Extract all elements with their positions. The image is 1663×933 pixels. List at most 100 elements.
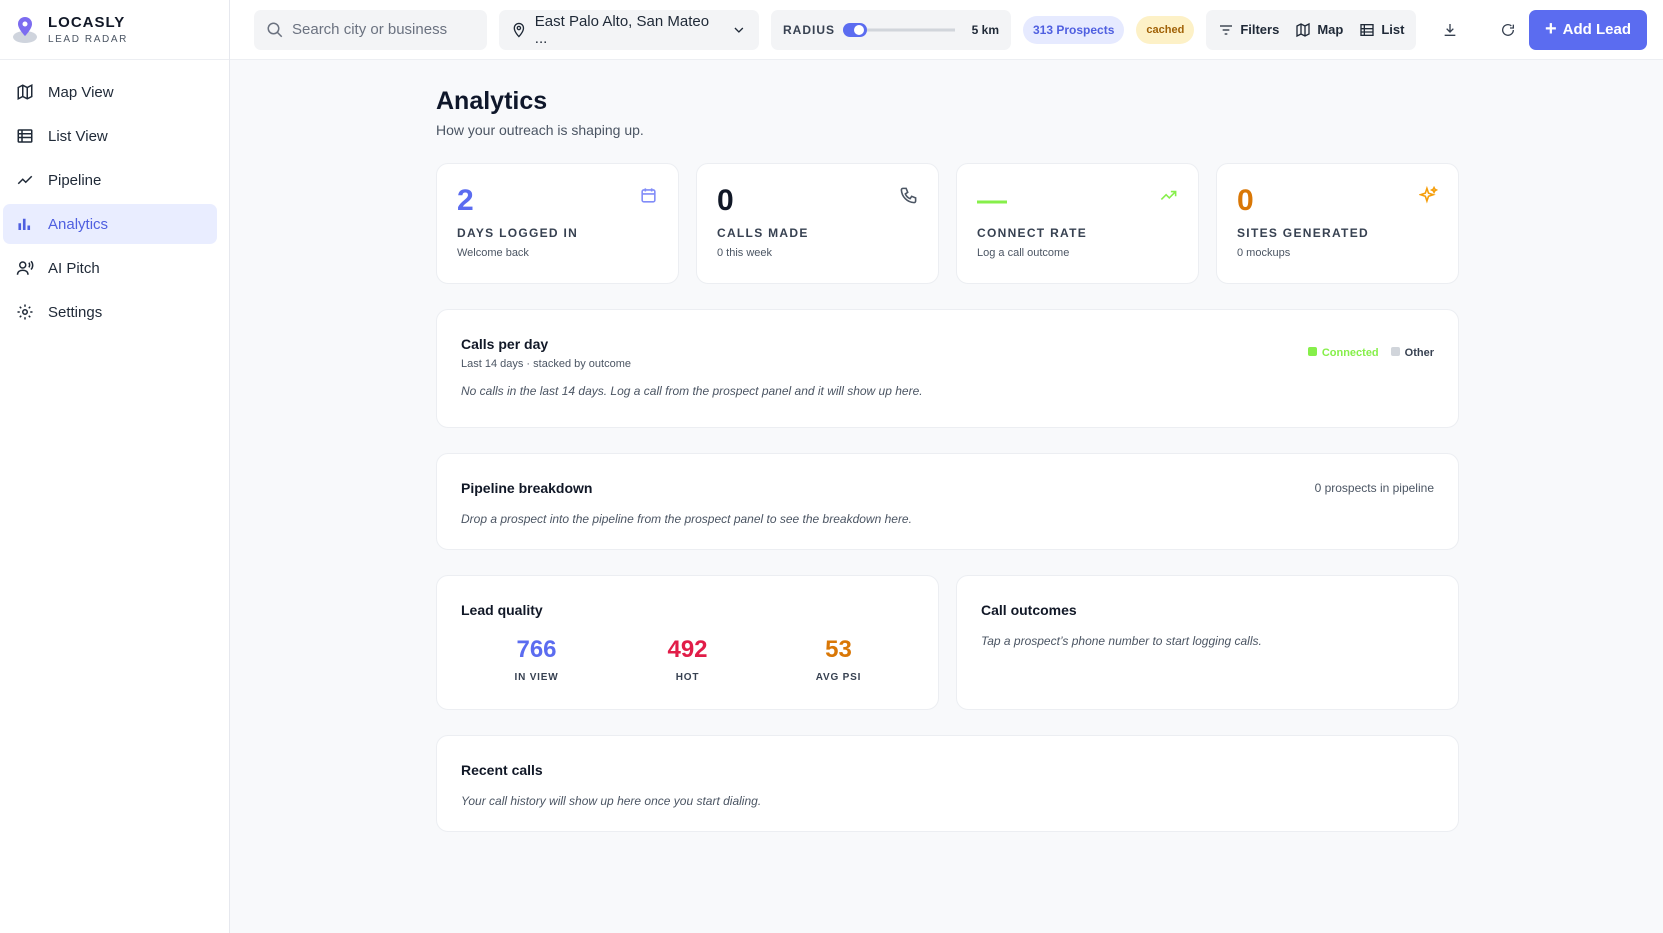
metrics: 766 IN VIEW 492 HOT 53 AVG PSI — [461, 636, 914, 683]
card-title: Call outcomes — [981, 602, 1077, 618]
icon — [1160, 190, 1177, 201]
logo — [13, 16, 37, 43]
legend-swatch — [1307, 347, 1317, 356]
location-select[interactable]: East Palo Alto, San Mateo ... — [499, 9, 759, 50]
card-subtitle: Last 14 days · stacked by outcome — [461, 358, 631, 370]
stat-card: — CONNECT RATE Log a call outcome — [956, 163, 1199, 284]
row: Lead quality 766 IN VIEW 492 HOT 53 AVG PSI… — [436, 575, 1459, 710]
prospects-badge: 313 Prospects — [1023, 15, 1125, 44]
plus-icon: + — [1544, 18, 1557, 40]
icon — [1220, 24, 1233, 35]
metric-label: IN VIEW — [514, 672, 559, 683]
icon — [267, 22, 283, 37]
list-button[interactable]: List — [1381, 22, 1405, 37]
brand-name: LOCASLY — [48, 14, 126, 31]
stat-label: DAYS LOGGED IN — [457, 226, 579, 240]
metric-value: 492 — [667, 636, 708, 663]
metric-value: 53 — [825, 636, 852, 663]
icon — [17, 304, 33, 320]
stat-note: Log a call outcome — [977, 247, 1070, 259]
stat-note: 0 this week — [717, 247, 773, 259]
lead-quality-card: Lead quality 766 IN VIEW 492 HOT 53 AVG PSI — [436, 575, 939, 710]
nav-item[interactable]: Pipeline — [3, 160, 217, 200]
stat-label: CONNECT RATE — [977, 226, 1088, 240]
download-button[interactable] — [1442, 22, 1458, 38]
nav-label: AI Pitch — [48, 259, 100, 277]
icon — [17, 175, 33, 185]
icon — [1360, 23, 1374, 36]
nav-label: List View — [48, 127, 108, 145]
map-button[interactable]: Map — [1317, 22, 1344, 37]
nav-item[interactable]: List View — [3, 116, 217, 156]
legend-swatch — [1390, 347, 1400, 356]
card-title: Lead quality — [461, 602, 543, 618]
nav-item[interactable]: AI Pitch — [3, 248, 217, 288]
pipeline-count: 0 prospects in pipeline — [1314, 481, 1434, 495]
stat-card: 2 DAYS LOGGED IN Welcome back — [436, 163, 679, 284]
empty-message: No calls in the last 14 days. Log a call… — [461, 384, 923, 398]
search[interactable]: Search city or business — [254, 9, 487, 50]
refresh-button[interactable] — [1500, 22, 1516, 38]
toolbar: Search city or business East Palo Alto, … — [230, 0, 1663, 60]
icon — [900, 187, 917, 204]
icon — [17, 84, 33, 100]
metric: 766 IN VIEW — [461, 636, 612, 683]
radius-value: 5 km — [971, 22, 999, 37]
nav-item[interactable]: Map View — [3, 72, 217, 112]
icon — [513, 22, 525, 38]
location: East Palo Alto, San Mateo ... — [534, 12, 710, 47]
radius-label: RADIUS — [783, 22, 836, 37]
metric: 53 AVG PSI — [763, 636, 914, 683]
page-title: Analytics — [436, 87, 548, 115]
stat-value: 0 — [717, 184, 734, 217]
stat-value: — — [977, 184, 1007, 217]
nav-label: Analytics — [48, 215, 109, 233]
stat-value: 2 — [457, 184, 474, 217]
metric-label: HOT — [675, 672, 700, 683]
icon — [1296, 22, 1310, 37]
sidebar: LOCASLY LEAD RADAR Map View List View Pip… — [0, 0, 230, 933]
radius-slider[interactable] — [843, 22, 956, 38]
call-outcomes-card: Call outcomes Tap a prospect’s phone num… — [956, 575, 1459, 710]
stat-label: SITES GENERATED — [1237, 226, 1369, 240]
empty-message: Your call history will show up here once… — [461, 794, 762, 808]
radius[interactable]: RADIUS 5 km — [771, 9, 1011, 50]
stat-note: Welcome back — [457, 247, 529, 259]
nav-label: Map View — [48, 83, 114, 101]
search-placeholder: Search city or business — [292, 21, 448, 38]
filters-button[interactable]: Filters — [1240, 22, 1280, 37]
metric-value: 766 — [516, 636, 557, 663]
view-controls: Filters Map List — [1206, 9, 1417, 50]
brand[interactable]: LOCASLY LEAD RADAR — [0, 0, 229, 60]
icon — [17, 129, 33, 143]
icon — [641, 188, 656, 203]
empty-message: Tap a prospect’s phone number to start l… — [981, 634, 1262, 648]
icon — [16, 260, 34, 275]
legend-item: Other — [1390, 347, 1434, 359]
stat-card: 0 CALLS MADE 0 this week — [696, 163, 939, 284]
icon — [1419, 186, 1438, 204]
icon — [18, 218, 31, 230]
nav-item[interactable]: Settings — [3, 292, 217, 332]
stat-card: 0 SITES GENERATED 0 mockups — [1216, 163, 1459, 284]
icon — [734, 27, 744, 33]
stat-value: 0 — [1237, 184, 1254, 217]
card-title: Calls per day — [461, 336, 549, 352]
stats: 2 DAYS LOGGED IN Welcome back 0 CALLS MADE 0… — [436, 163, 1459, 284]
recent-calls-card: Recent calls Your call history will show… — [436, 735, 1459, 832]
brand-tagline: LEAD RADAR — [48, 34, 128, 45]
metric-label: AVG PSI — [815, 672, 862, 683]
metric: 492 HOT — [612, 636, 763, 683]
card-title: Pipeline breakdown — [461, 480, 593, 496]
legend-label: Connected — [1321, 347, 1379, 359]
add-lead-button[interactable]: + Add Lead — [1528, 9, 1647, 50]
empty-message: Drop a prospect into the pipeline from t… — [461, 512, 912, 526]
pipeline-card: Pipeline breakdown Drop a prospect into … — [436, 453, 1459, 550]
add-lead-label: Add Lead — [1562, 21, 1631, 38]
cache-badge: cached — [1136, 15, 1195, 44]
nav-label: Settings — [48, 303, 103, 321]
nav-item[interactable]: Analytics — [3, 204, 217, 244]
content: Analytics How your outreach is shaping u… — [436, 60, 1459, 832]
